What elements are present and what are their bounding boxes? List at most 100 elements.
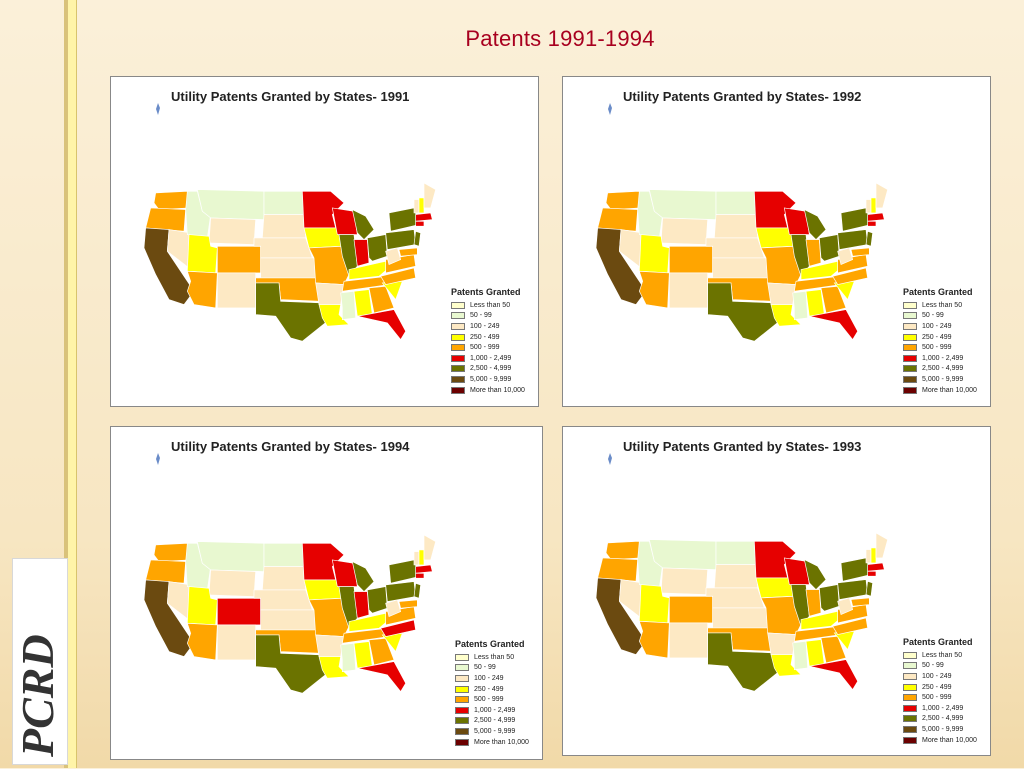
legend-item: 50 - 99 (455, 663, 529, 674)
state-oh (366, 234, 388, 262)
panel-title: Utility Patents Granted by States- 1991 (171, 89, 410, 104)
state-ms (340, 642, 357, 672)
state-co (669, 595, 713, 624)
state-wv (837, 247, 854, 266)
state-ma (867, 562, 885, 572)
legend-label: More than 10,000 (470, 386, 525, 394)
legend-item: 250 - 499 (451, 332, 525, 343)
us-choropleth-map (143, 534, 437, 694)
state-ct (415, 572, 425, 579)
state-me (875, 182, 889, 209)
legend-swatch (903, 662, 917, 670)
state-ga (368, 285, 395, 314)
state-in (805, 239, 822, 267)
state-ga (368, 637, 395, 666)
state-ms (792, 290, 809, 320)
legend-swatch (903, 386, 917, 394)
legend-item: 2,500 - 4,999 (903, 364, 977, 375)
state-ar (315, 634, 345, 657)
state-mt (648, 189, 717, 220)
legend: Patents Granted Less than 50 50 - 99 100 -… (903, 287, 977, 395)
state-nj (413, 582, 422, 599)
state-ne (253, 589, 313, 611)
legend-label: 50 - 99 (470, 312, 492, 320)
legend-item: Less than 50 (903, 300, 977, 311)
state-ks (712, 607, 769, 629)
legend-swatch (903, 354, 917, 362)
state-tx (255, 282, 328, 342)
state-mi (351, 208, 375, 241)
legend-swatch (903, 322, 917, 330)
legend-swatch (903, 704, 917, 712)
state-wi (331, 559, 358, 587)
legend-swatch (455, 696, 469, 704)
state-ne (705, 237, 765, 259)
state-tx (707, 632, 780, 692)
state-co (217, 597, 261, 626)
state-nm (669, 622, 708, 659)
legend-item: 250 - 499 (455, 684, 529, 695)
legend-swatch (451, 344, 465, 352)
legend-item: 500 - 999 (903, 342, 977, 353)
state-md (850, 247, 870, 257)
legend-swatch (903, 736, 917, 744)
state-or (145, 559, 187, 584)
us-choropleth-map (595, 182, 889, 342)
state-ky (800, 610, 842, 630)
state-md (398, 599, 418, 609)
legend-label: 2,500 - 4,999 (474, 717, 516, 725)
legend-title: Patents Granted (903, 287, 973, 297)
legend-label: 100 - 249 (922, 322, 952, 330)
legend-swatch (903, 312, 917, 320)
legend-label: 5,000 - 9,999 (470, 375, 512, 383)
state-oh (366, 586, 388, 614)
state-co (217, 245, 261, 274)
legend-item: More than 10,000 (451, 385, 525, 396)
state-la (318, 656, 350, 679)
legend-swatch (451, 365, 465, 373)
us-choropleth-map (143, 182, 437, 342)
state-nc (832, 617, 869, 635)
state-ma (415, 212, 433, 222)
map-panel-1992: Utility Patents Granted by States- 1992 … (562, 76, 991, 407)
state-tx (707, 282, 780, 342)
legend-label: 250 - 499 (474, 685, 504, 693)
state-nc (380, 267, 417, 285)
legend-item: 50 - 99 (903, 311, 977, 322)
state-mi (803, 558, 827, 591)
state-wy (660, 217, 709, 245)
state-vt (413, 199, 420, 214)
legend-swatch (455, 738, 469, 746)
state-al (805, 639, 825, 667)
state-me (423, 534, 437, 561)
state-al (805, 289, 825, 317)
legend-swatch (451, 386, 465, 394)
state-ar (767, 282, 797, 305)
legend-swatch (903, 651, 917, 659)
legend-item: 2,500 - 4,999 (903, 714, 977, 725)
legend-item: 5,000 - 9,999 (903, 724, 977, 735)
state-in (353, 591, 370, 619)
panel-title: Utility Patents Granted by States- 1994 (171, 439, 410, 454)
state-ga (820, 635, 847, 664)
state-oh (818, 234, 840, 262)
legend-swatch (903, 375, 917, 383)
state-ar (315, 282, 345, 305)
legend-item: 1,000 - 2,499 (455, 705, 529, 716)
state-ms (340, 290, 357, 320)
legend-swatch (455, 706, 469, 714)
legend-label: 250 - 499 (922, 333, 952, 341)
state-mt (648, 539, 717, 570)
state-nj (865, 230, 874, 247)
legend-swatch (903, 301, 917, 309)
legend-label: 5,000 - 9,999 (922, 725, 964, 733)
legend-title: Patents Granted (455, 639, 525, 649)
state-or (597, 207, 639, 232)
state-al (353, 641, 373, 669)
alaska-inset (156, 453, 160, 465)
legend-label: 500 - 999 (922, 344, 952, 352)
state-in (353, 239, 370, 267)
map-panel-1994: Utility Patents Granted by States- 1994 … (110, 426, 543, 760)
legend-swatch (451, 375, 465, 383)
legend-label: 50 - 99 (474, 664, 496, 672)
